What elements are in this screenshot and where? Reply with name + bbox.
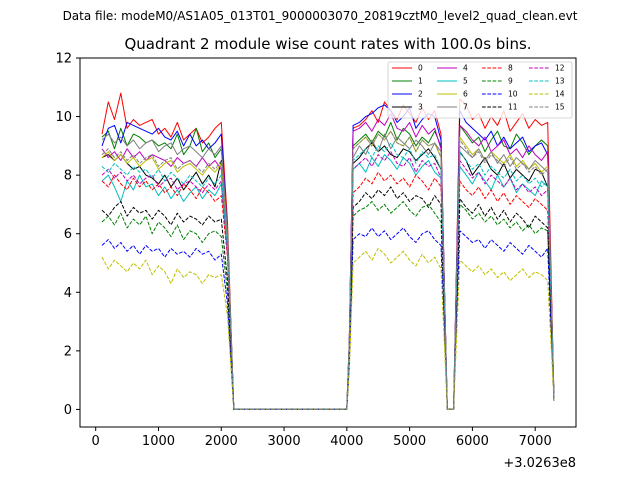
- legend-label-13: 13: [555, 77, 565, 86]
- legend-label-1: 1: [418, 77, 423, 86]
- chart-title: Quadrant 2 module wise count rates with …: [124, 35, 531, 53]
- y-tick-label: 0: [64, 403, 72, 418]
- legend-label-12: 12: [555, 64, 565, 73]
- legend-label-11: 11: [508, 103, 518, 112]
- data-file-caption: Data file: modeM0/AS1A05_013T01_90000030…: [63, 9, 578, 23]
- legend-label-14: 14: [555, 90, 565, 99]
- y-tick-label: 2: [64, 344, 72, 359]
- legend-label-5: 5: [463, 77, 468, 86]
- series-line-15: [101, 130, 555, 410]
- legend-label-6: 6: [463, 90, 468, 99]
- y-tick-label: 12: [55, 52, 72, 67]
- legend-label-8: 8: [508, 64, 513, 73]
- x-tick-label: 7000: [519, 434, 552, 449]
- legend-label-7: 7: [463, 103, 468, 112]
- legend-label-9: 9: [508, 77, 513, 86]
- plot-frame: [79, 57, 577, 428]
- legend-label-4: 4: [463, 64, 468, 73]
- legend-label-15: 15: [555, 103, 565, 112]
- series-line-6: [101, 130, 555, 410]
- x-tick-label: 4000: [330, 434, 363, 449]
- series-line-9: [101, 201, 555, 410]
- x-tick-label: 3000: [268, 434, 301, 449]
- x-offset-label: +3.0263e8: [503, 456, 576, 471]
- x-axis-ticks: 0 1000 2000 3000 4000 5000 6000 7000: [92, 427, 552, 449]
- y-axis-ticks: 0 2 4 6 8 10 12: [55, 52, 80, 418]
- series-line-8: [101, 171, 555, 410]
- x-tick-label: 2000: [205, 434, 238, 449]
- legend-label-2: 2: [418, 90, 423, 99]
- legend-label-10: 10: [508, 90, 518, 99]
- x-tick-label: 0: [92, 434, 100, 449]
- y-tick-label: 8: [64, 169, 72, 184]
- legend-label-3: 3: [418, 103, 423, 112]
- x-tick-label: 6000: [456, 434, 489, 449]
- legend-frame: [387, 61, 573, 119]
- legend-label-0: 0: [418, 64, 423, 73]
- y-tick-label: 6: [64, 227, 72, 242]
- series-line-10: [101, 227, 555, 410]
- y-tick-label: 10: [55, 110, 72, 125]
- x-tick-label: 5000: [393, 434, 426, 449]
- series-line-14: [101, 247, 555, 410]
- y-tick-label: 4: [64, 286, 72, 301]
- x-tick-label: 1000: [142, 434, 175, 449]
- series-layer: [101, 92, 555, 410]
- series-line-7: [101, 133, 555, 410]
- series-line-2: [101, 104, 555, 410]
